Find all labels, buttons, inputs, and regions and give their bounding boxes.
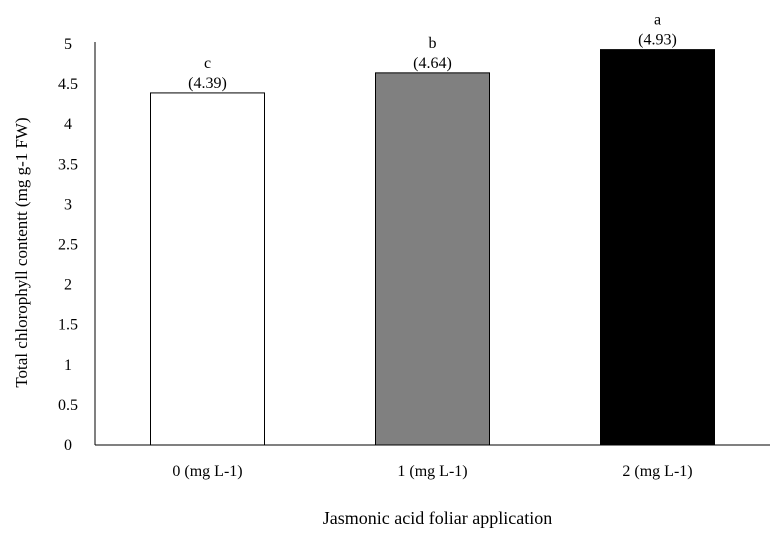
x-tick-label: 1 (mg L-1) (397, 463, 467, 480)
bar (150, 92, 265, 446)
y-tick-label: 3.5 (58, 156, 78, 173)
y-tick-label: 4 (64, 116, 72, 133)
x-tick-label: 0 (mg L-1) (172, 463, 242, 480)
significance-letter: a (654, 12, 661, 29)
bar (600, 49, 715, 446)
significance-letter: c (204, 55, 211, 72)
y-tick-label: 0 (64, 437, 72, 454)
y-axis-ticks: 0 0.5 1 1.5 2 2.5 3 3.5 4 4.5 5 (58, 36, 78, 454)
y-tick-label: 3 (64, 196, 72, 213)
x-axis-ticks: 0 (mg L-1) 1 (mg L-1) 2 (mg L-1) (172, 463, 692, 480)
y-axis-label: Total chlorophyll contentt (mg g-1 FW) (12, 117, 31, 387)
y-tick-label: 2.5 (58, 237, 78, 254)
y-tick-label: 1.5 (58, 317, 78, 334)
x-axis-label: Jasmonic acid foliar application (323, 508, 552, 528)
x-tick-label: 2 (mg L-1) (622, 463, 692, 480)
y-tick-label: 0.5 (58, 397, 78, 414)
bar-value-label: (4.64) (413, 55, 452, 72)
y-tick-label: 1 (64, 357, 72, 374)
bars (150, 49, 715, 446)
significance-letter: b (429, 35, 437, 52)
y-tick-label: 5 (64, 36, 72, 53)
bar-value-label: (4.39) (188, 75, 227, 92)
bar-value-label: (4.93) (638, 32, 677, 49)
bar (375, 72, 490, 446)
y-tick-label: 4.5 (58, 76, 78, 93)
bar-labels: (4.39) c (4.64) b (4.93) a (188, 12, 677, 92)
y-tick-label: 2 (64, 277, 72, 294)
